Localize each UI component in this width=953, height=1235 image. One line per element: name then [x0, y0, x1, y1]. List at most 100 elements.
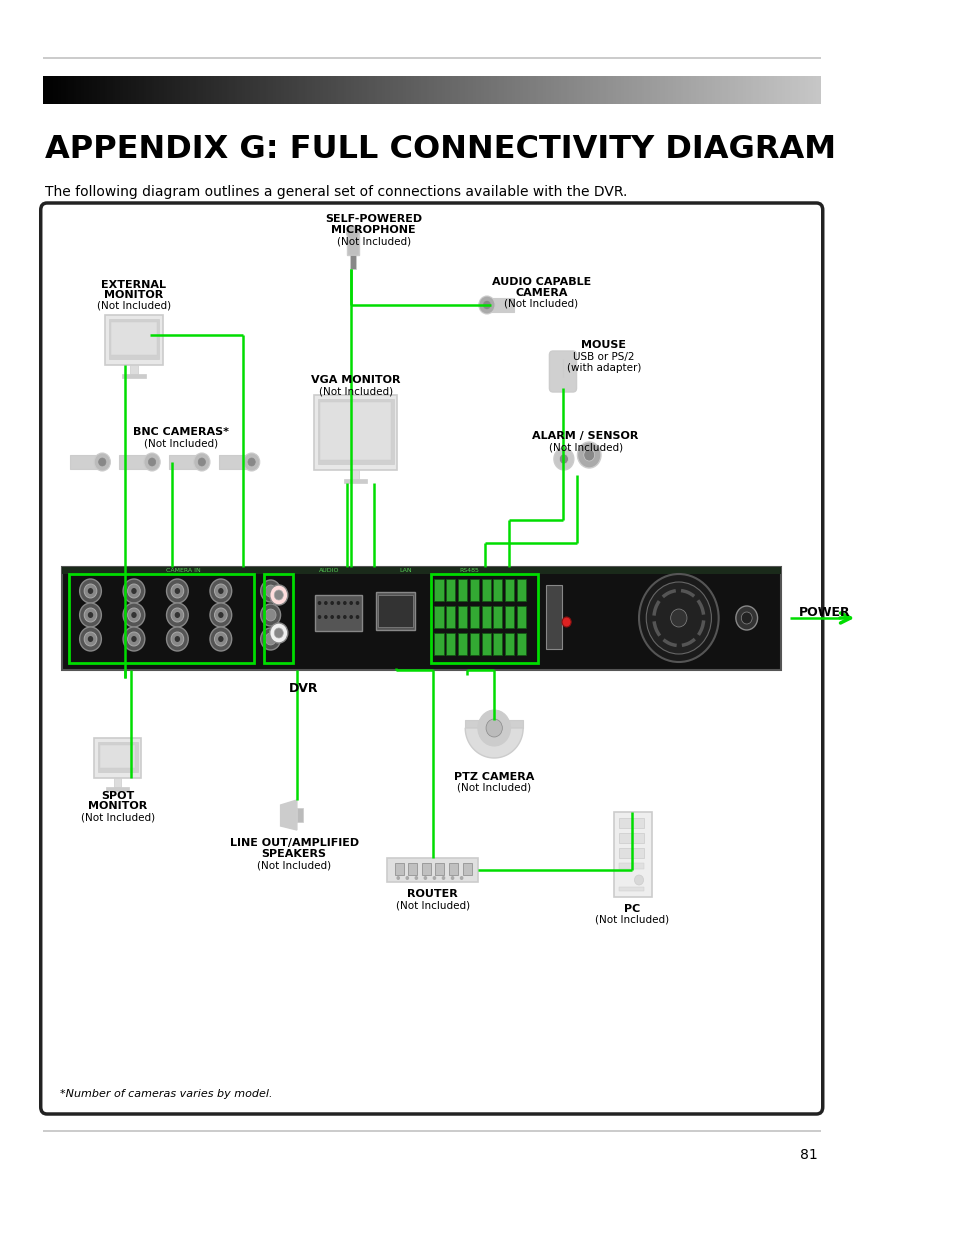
- Polygon shape: [280, 800, 296, 830]
- Bar: [43, 57, 821, 58]
- Bar: [79, 77, 82, 104]
- Bar: [436, 77, 439, 104]
- Bar: [724, 77, 727, 104]
- Bar: [112, 322, 156, 354]
- Circle shape: [88, 613, 93, 618]
- Bar: [123, 77, 126, 104]
- Bar: [224, 77, 227, 104]
- Bar: [117, 77, 121, 104]
- Bar: [296, 808, 303, 823]
- Bar: [763, 77, 766, 104]
- Bar: [465, 77, 468, 104]
- Bar: [146, 77, 150, 104]
- Circle shape: [132, 588, 136, 594]
- Bar: [385, 77, 388, 104]
- Circle shape: [167, 627, 188, 651]
- Bar: [99, 77, 103, 104]
- Bar: [618, 848, 644, 858]
- Bar: [126, 77, 129, 104]
- Bar: [344, 479, 367, 483]
- Bar: [543, 77, 546, 104]
- Bar: [429, 77, 432, 104]
- Bar: [395, 863, 403, 876]
- Bar: [302, 77, 305, 104]
- Bar: [450, 77, 453, 104]
- Bar: [400, 77, 403, 104]
- Bar: [423, 77, 427, 104]
- Bar: [515, 77, 517, 104]
- Circle shape: [265, 634, 275, 645]
- Bar: [351, 77, 354, 104]
- Bar: [112, 77, 115, 104]
- Text: ROUTER: ROUTER: [407, 889, 457, 899]
- Text: (Not Included): (Not Included): [256, 860, 331, 869]
- Text: SELF-POWERED: SELF-POWERED: [325, 214, 422, 224]
- Circle shape: [260, 604, 280, 626]
- Bar: [307, 77, 310, 104]
- Bar: [657, 77, 659, 104]
- Circle shape: [214, 584, 227, 598]
- Circle shape: [441, 876, 445, 881]
- Bar: [87, 77, 90, 104]
- Bar: [501, 77, 504, 104]
- Bar: [52, 77, 56, 104]
- Bar: [519, 77, 522, 104]
- Bar: [271, 77, 274, 104]
- Bar: [263, 77, 266, 104]
- Circle shape: [336, 615, 340, 619]
- Bar: [540, 77, 543, 104]
- Bar: [275, 77, 279, 104]
- Bar: [680, 77, 683, 104]
- Circle shape: [123, 579, 145, 603]
- Bar: [390, 77, 393, 104]
- Bar: [200, 77, 204, 104]
- Bar: [312, 77, 315, 104]
- Bar: [156, 77, 159, 104]
- Bar: [457, 634, 467, 655]
- Bar: [229, 77, 233, 104]
- Circle shape: [583, 450, 594, 461]
- Bar: [595, 77, 598, 104]
- Bar: [102, 77, 105, 104]
- Bar: [191, 77, 193, 104]
- Bar: [545, 77, 548, 104]
- Bar: [675, 77, 678, 104]
- Bar: [120, 77, 123, 104]
- Bar: [115, 77, 118, 104]
- Bar: [457, 77, 460, 104]
- Circle shape: [174, 636, 180, 642]
- Bar: [320, 77, 323, 104]
- Bar: [434, 77, 436, 104]
- Bar: [185, 77, 188, 104]
- Bar: [737, 77, 740, 104]
- Bar: [152, 77, 154, 104]
- Bar: [73, 77, 76, 104]
- Bar: [382, 77, 385, 104]
- Text: DVR: DVR: [288, 682, 317, 695]
- Circle shape: [639, 574, 718, 662]
- Circle shape: [174, 613, 180, 618]
- FancyBboxPatch shape: [549, 351, 576, 391]
- Bar: [193, 77, 196, 104]
- Bar: [693, 77, 696, 104]
- Bar: [227, 77, 230, 104]
- Bar: [66, 77, 69, 104]
- Bar: [62, 567, 781, 574]
- Bar: [364, 77, 367, 104]
- Bar: [742, 77, 745, 104]
- Text: (Not Included): (Not Included): [318, 387, 393, 396]
- Bar: [414, 77, 416, 104]
- Bar: [659, 77, 662, 104]
- Bar: [634, 77, 637, 104]
- Bar: [393, 77, 395, 104]
- Bar: [338, 77, 341, 104]
- Bar: [758, 77, 760, 104]
- Bar: [219, 454, 248, 469]
- Bar: [264, 574, 293, 663]
- Bar: [530, 77, 533, 104]
- Bar: [551, 77, 554, 104]
- Bar: [804, 77, 807, 104]
- Bar: [325, 77, 328, 104]
- Circle shape: [317, 601, 321, 605]
- Bar: [618, 887, 644, 890]
